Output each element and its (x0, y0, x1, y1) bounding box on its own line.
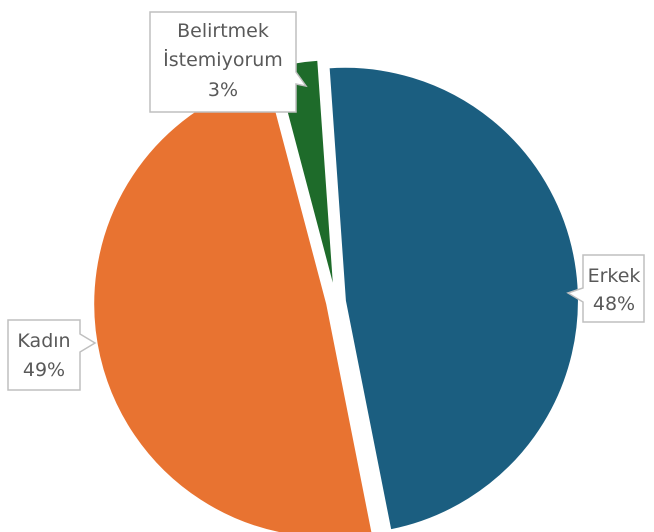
pie-slice-kadın (92, 76, 374, 532)
label-belirtmek-line1: Belirtmek (177, 20, 269, 42)
callout-belirtmek-box (149, 11, 308, 113)
value-belirtmek: 3% (208, 79, 238, 101)
callout-kadin: Kadın 49% (7, 319, 97, 391)
value-erkek: 48% (593, 293, 635, 315)
label-erkek: Erkek (588, 265, 641, 287)
label-kadin: Kadın (17, 330, 70, 352)
value-kadin: 49% (23, 359, 65, 381)
pie-slices (92, 58, 580, 532)
callout-belirtmek: Belirtmek İstemiyorum 3% (149, 11, 308, 113)
pie-slice-erkek (327, 65, 580, 532)
label-belirtmek-line2: İstemiyorum (163, 48, 283, 71)
callout-erkek-box (566, 254, 645, 323)
callout-kadin-box (7, 319, 97, 391)
callout-erkek: Erkek 48% (566, 254, 645, 323)
